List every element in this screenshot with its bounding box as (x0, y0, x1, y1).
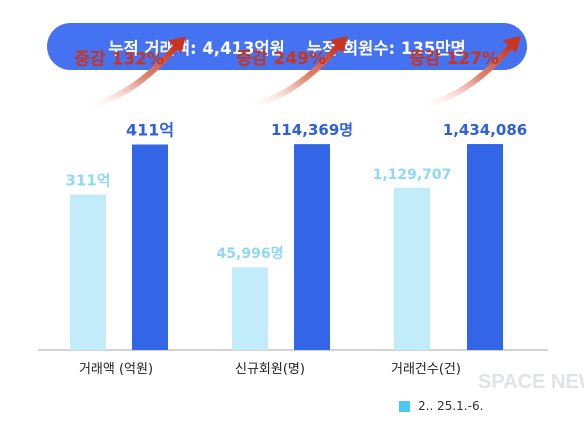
growth-arrow-head (330, 36, 348, 54)
value-label: 114,369명 (271, 121, 353, 139)
value-label: 411억 (126, 121, 174, 140)
category-label: 신규회원(명) (235, 362, 305, 377)
watermark-text: SPACE NEWS (478, 371, 584, 393)
growth-label: 증감 132% (74, 50, 164, 70)
legend-swatch (399, 400, 410, 412)
value-label: 1,434,086 (443, 121, 527, 139)
bar-current (467, 144, 503, 350)
growth-label: 증감 127% (409, 49, 499, 69)
summary-banner: 누적 거래액: 4,413억원 누적 회원수: 135만명 (47, 23, 527, 70)
bar-previous (394, 187, 430, 350)
growth-arrow-head (503, 36, 521, 54)
growth-arrow (414, 43, 514, 110)
growth-arrow (241, 43, 341, 110)
cumulative-members-text: 누적 회원수: 135만명 (306, 38, 466, 58)
value-label: 311억 (65, 172, 110, 190)
value-label: 45,996명 (217, 245, 284, 262)
growth-label: 증감 249% (236, 49, 326, 69)
legend-label: 2.. 25.1.-6. (418, 399, 484, 413)
cumulative-volume-text: 누적 거래액: 4,413억원 (108, 38, 285, 58)
growth-arrow-head (168, 36, 186, 54)
category-label: 거래액 (억원) (79, 362, 153, 377)
bar-previous (232, 267, 268, 350)
bar-current (294, 144, 330, 350)
growth-arrow (79, 43, 179, 110)
bar-current (132, 144, 168, 350)
legend: 2.. 25.1.-6. (399, 398, 483, 414)
value-label: 1,129,707 (373, 167, 452, 183)
bar-previous (70, 194, 106, 350)
category-label: 거래건수(건) (391, 362, 461, 377)
